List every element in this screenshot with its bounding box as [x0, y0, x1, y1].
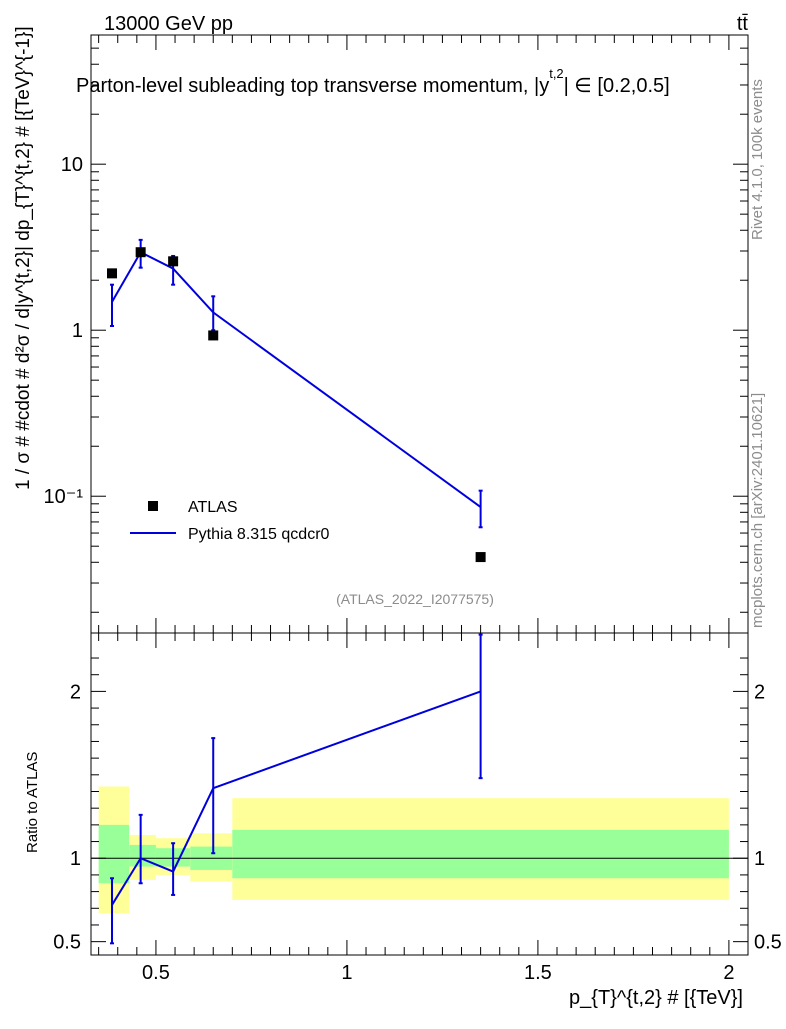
plot-title-main: Parton-level subleading top transverse m… [76, 75, 549, 97]
main-panel: 10⁻¹ 1 10 [44, 35, 748, 633]
ratio-y-tick-label: 0.5 [53, 932, 81, 954]
ratio-y-tick-label: 2 [70, 681, 81, 703]
plot-title-suffix: | ∈ [0.2,0.5] [564, 75, 670, 97]
plot-title: Parton-level subleading top transverse m… [76, 66, 670, 97]
x-axis-label: p_{T}^{t,2} # [{TeV}] [569, 987, 743, 1009]
atlas-point [107, 268, 117, 278]
main-y-tick-label: 1 [72, 320, 83, 342]
x-tick-label: 1.5 [524, 962, 552, 984]
side-label-top: Rivet 4.1.0, 100k events [749, 79, 766, 240]
atlas-point [476, 552, 486, 562]
energy-label: 13000 GeV pp [104, 13, 233, 35]
atlas-point [168, 256, 178, 266]
watermark: (ATLAS_2022_I2077575) [336, 591, 494, 607]
x-tick-label: 2 [723, 962, 734, 984]
ratio-y-axis-label: Ratio to ATLAS [24, 752, 41, 853]
main-y-axis-label: 1 / σ # #cdot # d²σ / d|y^{t,2}| dp_{T}^… [13, 26, 34, 490]
plot-title-superscript: t,2 [549, 66, 563, 81]
ratio-y-tick-label: 1 [70, 848, 81, 870]
ratio-y-tick-label-right: 0.5 [754, 932, 782, 954]
legend-atlas-marker [148, 501, 158, 511]
main-y-tick-label: 10 [61, 154, 83, 176]
main-frame [91, 35, 748, 633]
legend-atlas-label: ATLAS [188, 499, 238, 516]
atlas-point [208, 330, 218, 340]
main-y-tick-label: 10⁻¹ [44, 486, 84, 508]
x-tick-label: 1 [341, 962, 352, 984]
x-tick-label: 0.5 [142, 962, 170, 984]
pythia-line [112, 252, 481, 507]
process-label: tt̄ [737, 13, 749, 35]
side-label-bottom: mcplots.cern.ch [arXiv:2401.10621] [749, 393, 766, 628]
legend-pythia-label: Pythia 8.315 qcdcr0 [188, 526, 330, 543]
ratio-y-tick-label-right: 2 [754, 681, 765, 703]
atlas-point [136, 247, 146, 257]
ratio-inner-band [99, 825, 130, 883]
ratio-y-tick-label-right: 1 [754, 848, 765, 870]
ratio-inner-band [232, 830, 729, 878]
plot-canvas: 13000 GeV pp tt̄ Parton-level subleading… [0, 0, 786, 1024]
ratio-frame [91, 633, 748, 955]
ratio-panel: 0.5 1 1.5 2 0.5 0.5 1 1 2 2 [53, 633, 782, 984]
